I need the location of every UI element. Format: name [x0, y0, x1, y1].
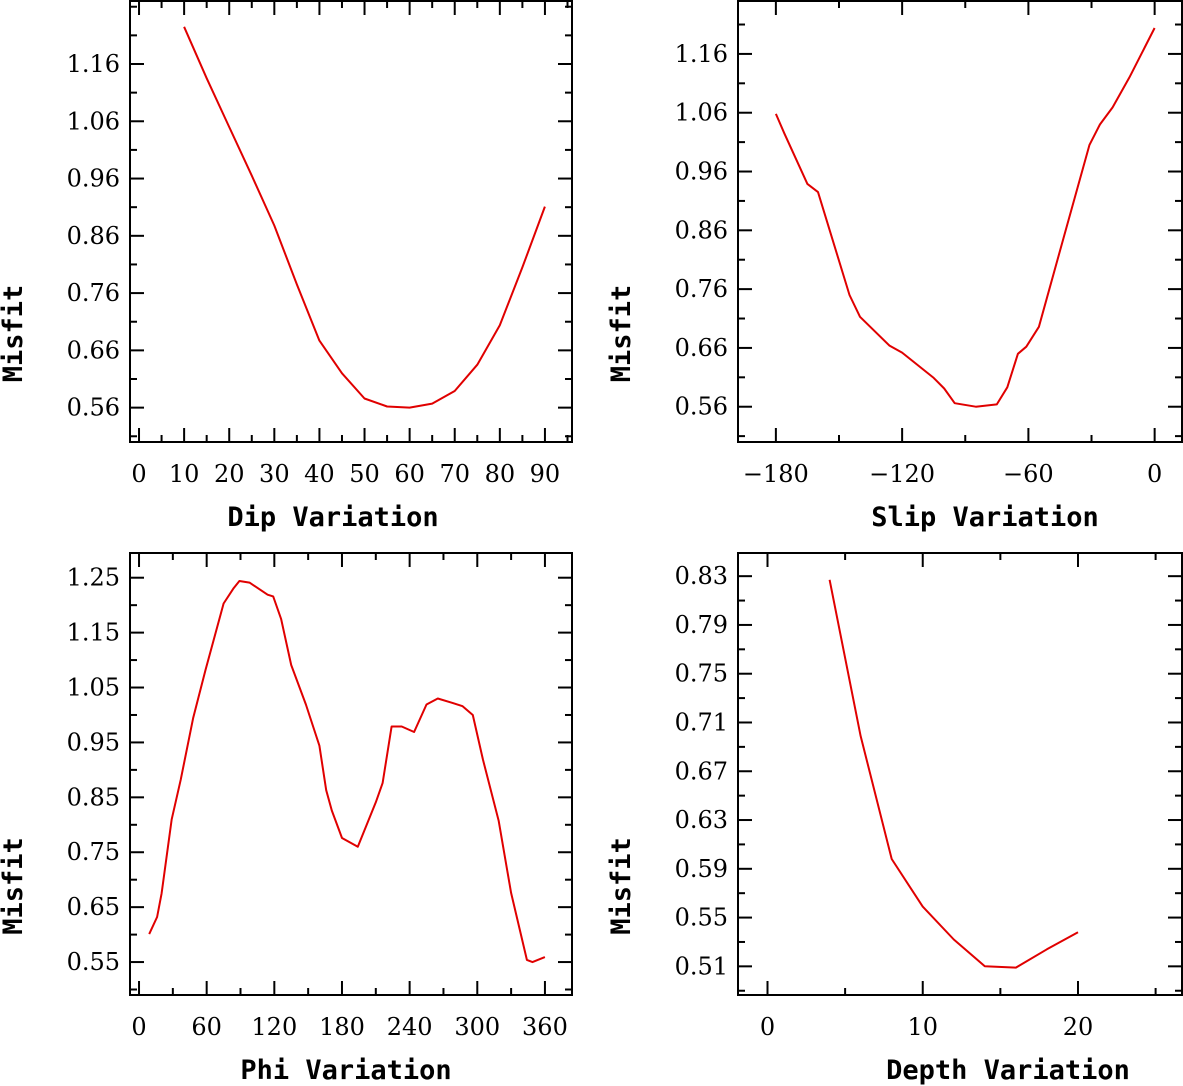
y-tick-label: 1.16 — [67, 50, 120, 78]
x-tick-label: 10 — [907, 1013, 938, 1041]
y-tick-label: 0.86 — [675, 216, 728, 244]
x-tick-label: 70 — [439, 460, 470, 488]
y-tick-label: 0.55 — [67, 948, 120, 976]
misfit-curve — [183, 26, 546, 409]
plot-frame — [737, 552, 1183, 996]
y-tick-label: 0.83 — [675, 562, 728, 590]
x-tick-label: 0 — [131, 460, 146, 488]
x-tick-label: 40 — [304, 460, 335, 488]
x-tick-label: 60 — [394, 460, 425, 488]
depth-variation-panel: 0 10 20 0.51 0.55 0.59 0.63 0.67 0.71 0.75 0.79 0.8… — [606, 552, 1183, 1086]
misfit-curve — [828, 579, 1079, 969]
y-tick-label: 0.59 — [675, 855, 728, 883]
y-tick-label: 1.15 — [67, 619, 120, 647]
y-tick-label: 1.05 — [67, 674, 120, 702]
y-tick-label: 1.16 — [675, 40, 728, 68]
y-tick-label: 0.55 — [675, 904, 728, 932]
y-axis-label: Misfit — [0, 285, 29, 383]
x-tick-label: 300 — [454, 1013, 500, 1041]
x-tick-label: 0 — [760, 1013, 775, 1041]
x-tick-label: 60 — [191, 1013, 222, 1041]
y-axis-label: Misfit — [606, 285, 637, 383]
y-tick-label: 0.76 — [675, 275, 728, 303]
y-axis-label: Misfit — [0, 837, 29, 935]
y-tick-label: 0.85 — [67, 783, 120, 811]
x-tick-label: 120 — [251, 1013, 297, 1041]
y-tick-label: 0.86 — [67, 222, 120, 250]
y-tick-label: 0.63 — [675, 806, 728, 834]
y-tick-label: 0.95 — [67, 728, 120, 756]
y-tick-label: 0.79 — [675, 611, 728, 639]
y-tick-label: 0.71 — [675, 708, 728, 736]
x-tick-label: 50 — [349, 460, 380, 488]
y-tick-label: 0.56 — [675, 393, 728, 421]
x-tick-label: 0 — [131, 1013, 146, 1041]
x-tick-label: 10 — [169, 460, 200, 488]
y-tick-label: 0.65 — [67, 893, 120, 921]
y-tick-label: 0.75 — [675, 660, 728, 688]
misfit-curve — [148, 580, 546, 964]
slip-variation-panel: −180 −120 −60 0 0.56 0.66 0.76 0.86 0.96 1.06 1.16… — [606, 0, 1183, 533]
y-tick-label: 1.06 — [675, 99, 728, 127]
y-tick-label: 0.66 — [67, 336, 120, 364]
x-axis-label: Depth Variation — [886, 1055, 1130, 1086]
y-tick-label: 1.25 — [67, 564, 120, 592]
x-tick-label: 90 — [530, 460, 561, 488]
x-tick-label: −60 — [1003, 460, 1054, 488]
plot-frame — [129, 0, 573, 443]
plot-frame — [129, 552, 573, 996]
y-axis-label: Misfit — [606, 837, 637, 935]
plot-frame — [737, 0, 1183, 443]
x-tick-label: 20 — [1063, 1013, 1094, 1041]
dip-variation-panel: 0 10 20 30 40 50 60 70 80 90 0.56 0.66 0.76 0.86 0.96 1… — [0, 0, 573, 533]
x-tick-label: 0 — [1147, 460, 1162, 488]
y-tick-label: 1.06 — [67, 107, 120, 135]
x-tick-label: 180 — [319, 1013, 365, 1041]
y-tick-label: 0.67 — [675, 757, 728, 785]
x-tick-label: 30 — [259, 460, 290, 488]
x-tick-label: 20 — [214, 460, 245, 488]
x-axis-label: Dip Variation — [227, 502, 438, 533]
x-tick-label: 240 — [387, 1013, 433, 1041]
phi-variation-panel: 0 60 120 180 240 300 360 0.55 0.65 0.75 0.85 0.95 1.… — [0, 552, 573, 1086]
x-tick-label: −180 — [743, 460, 809, 488]
y-tick-label: 0.75 — [67, 838, 120, 866]
x-tick-label: 360 — [522, 1013, 568, 1041]
x-tick-label: −120 — [869, 460, 935, 488]
y-tick-label: 0.56 — [67, 394, 120, 422]
y-tick-label: 0.76 — [67, 279, 120, 307]
y-tick-label: 0.66 — [675, 334, 728, 362]
x-axis-label: Slip Variation — [871, 502, 1099, 533]
y-tick-label: 0.51 — [675, 952, 728, 980]
x-axis-label: Phi Variation — [240, 1055, 451, 1086]
misfit-curve — [774, 27, 1156, 408]
y-tick-label: 0.96 — [675, 158, 728, 186]
y-tick-label: 0.96 — [67, 165, 120, 193]
x-tick-label: 80 — [485, 460, 516, 488]
